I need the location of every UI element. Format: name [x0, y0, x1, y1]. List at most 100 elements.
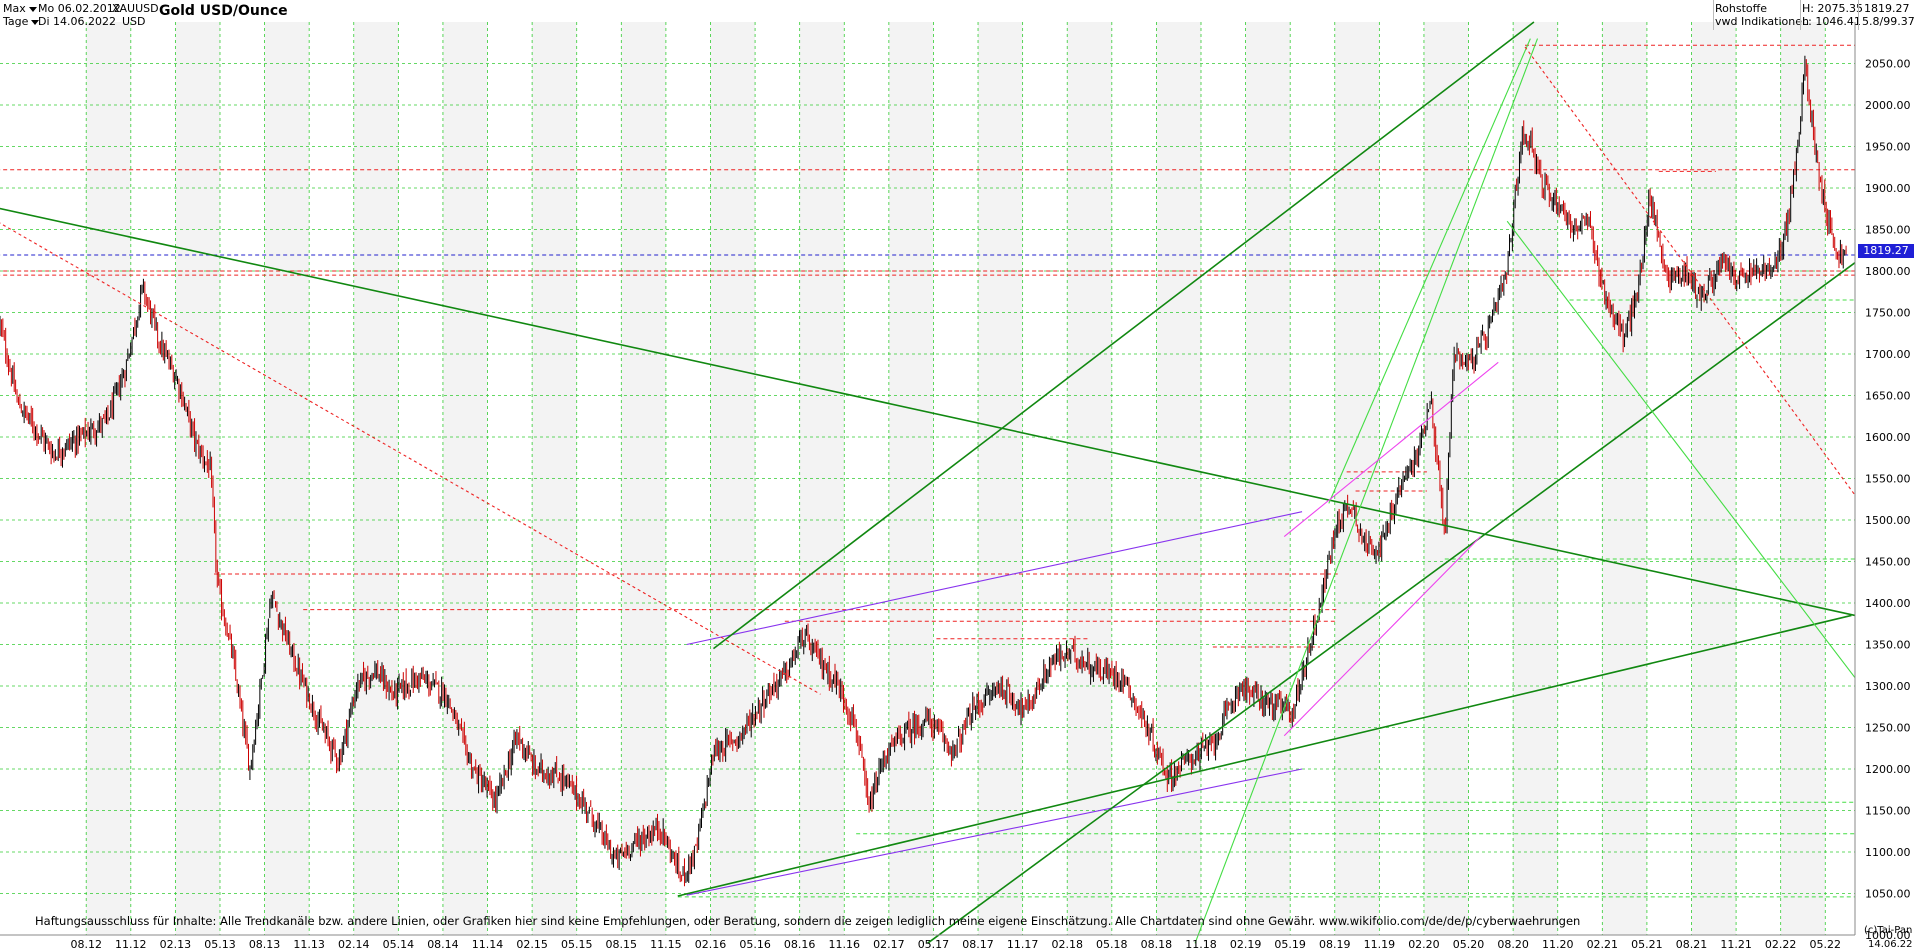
x-tick-label: 11.13 [293, 938, 325, 951]
x-tick-label: 05.14 [383, 938, 415, 951]
x-tick-label: 05.17 [918, 938, 950, 951]
x-tick-label: 11.14 [472, 938, 504, 951]
trend-line [0, 207, 1856, 617]
trend-line [927, 262, 1856, 944]
y-tick-label: 1950.00 [1865, 141, 1911, 154]
copyright-label: (c)Tai-Pan [1864, 925, 1913, 936]
trend-line [1283, 536, 1481, 737]
y-tick-label: 2050.00 [1865, 58, 1911, 71]
y-tick-label: 1800.00 [1865, 265, 1911, 278]
chart-grid [0, 22, 1855, 936]
x-tick-label: 11.16 [829, 938, 861, 951]
x-tick-label: 08.18 [1141, 938, 1173, 951]
y-tick-label: 2000.00 [1865, 99, 1911, 112]
category-label: Rohstoffe [1715, 2, 1767, 15]
date-to: Di 14.06.2022 [38, 15, 117, 28]
x-tick-label: 08.17 [962, 938, 994, 951]
trend-line [686, 511, 1303, 646]
y-tick-label: 1650.00 [1865, 390, 1911, 403]
x-tick-label: 08.16 [784, 938, 816, 951]
date-from: Mo 06.02.2012 [38, 2, 121, 15]
y-tick-label: 1750.00 [1865, 307, 1911, 320]
x-tick-label: 11.21 [1720, 938, 1752, 951]
x-tick-label: 08.13 [249, 938, 281, 951]
source-label: vwd Indikationen [1715, 15, 1809, 28]
x-tick-label: 02.13 [160, 938, 192, 951]
x-tick-label: 05.16 [739, 938, 771, 951]
chevron-down-icon [28, 6, 37, 12]
y-tick-label: 1700.00 [1865, 348, 1911, 361]
x-tick-label: 05.22 [1810, 938, 1842, 951]
trend-line [0, 222, 821, 695]
trend-line [1506, 220, 1856, 679]
interval-selector[interactable]: Tage [3, 15, 40, 28]
interval-label: Tage [3, 15, 29, 28]
chart-title: Gold USD/Ounce [159, 3, 288, 19]
trend-line [1283, 361, 1499, 538]
y-tick-label: 1250.00 [1865, 722, 1911, 735]
x-tick-label: 11.17 [1007, 938, 1039, 951]
header-separator [1858, 0, 1859, 30]
x-tick-label: 08.19 [1319, 938, 1351, 951]
trend-line [1194, 38, 1539, 944]
x-tick-label: 02.19 [1230, 938, 1262, 951]
x-tick-label: 11.12 [115, 938, 147, 951]
trend-lines [0, 21, 1856, 944]
trend-line [1328, 38, 1531, 504]
x-tick-label: 11.19 [1364, 938, 1396, 951]
x-tick-label: 02.21 [1587, 938, 1619, 951]
trend-line [677, 614, 1852, 897]
y-tick-label: 1100.00 [1865, 846, 1911, 859]
x-tick-label: 05.20 [1453, 938, 1485, 951]
x-tick-label: 02.16 [695, 938, 727, 951]
y-tick-label: 1600.00 [1865, 431, 1911, 444]
header-separator [1800, 0, 1801, 30]
x-tick-label: 02.14 [338, 938, 370, 951]
high-label: H: 2075.35 [1802, 2, 1863, 15]
x-tick-label: 02.17 [873, 938, 905, 951]
x-tick-label: 02.18 [1051, 938, 1083, 951]
y-tick-label: 1450.00 [1865, 556, 1911, 569]
disclaimer-text: Haftungsausschluss für Inhalte: Alle Tre… [35, 914, 1581, 928]
range-selector[interactable]: Max [3, 2, 37, 15]
x-tick-label: 08.21 [1676, 938, 1708, 951]
y-tick-label: 1850.00 [1865, 224, 1911, 237]
symbol-label: XAUUSD [112, 2, 159, 15]
y-tick-label: 1000.00 [1865, 929, 1911, 942]
currency-label: USD [122, 15, 146, 28]
y-tick-label: 1900.00 [1865, 182, 1911, 195]
y-tick-label: 1550.00 [1865, 473, 1911, 486]
x-tick-label: 02.15 [516, 938, 548, 951]
x-tick-label: 08.15 [606, 938, 638, 951]
price-candles [0, 55, 1847, 887]
y-tick-label: 1150.00 [1865, 805, 1911, 818]
x-tick-label: 05.15 [561, 938, 593, 951]
trend-line [686, 768, 1303, 896]
x-tick-label: 05.19 [1274, 938, 1306, 951]
range-label: Max [3, 2, 26, 15]
y-tick-label: 1500.00 [1865, 514, 1911, 527]
x-tick-label: 11.15 [650, 938, 682, 951]
axes: 08.12 11.12 02.13 05.13 08.13 11.13 02.14 05.14… [0, 22, 1911, 951]
horizontal-levels [0, 44, 1855, 898]
chevron-down-icon [31, 19, 40, 25]
x-tick-label: 02.20 [1408, 938, 1440, 951]
y-tick-label: 1400.00 [1865, 597, 1911, 610]
x-tick-label: 05.21 [1631, 938, 1663, 951]
x-tick-label: 11.18 [1185, 938, 1217, 951]
x-tick-label: 08.12 [70, 938, 102, 951]
low-label: L: 1046.41 [1802, 15, 1861, 28]
x-tick-label: 02.22 [1765, 938, 1797, 951]
x-tick-label: 05.13 [204, 938, 236, 951]
x-tick-label: 08.14 [427, 938, 459, 951]
y-tick-label: 1200.00 [1865, 763, 1911, 776]
header-separator [1713, 0, 1714, 30]
end-date-label: 14.06.22 [1868, 939, 1913, 950]
current-price-tag: 1819.27 [1858, 244, 1914, 258]
y-tick-label: 1050.00 [1865, 888, 1911, 901]
trend-line [712, 21, 1535, 650]
trend-line [1524, 46, 1856, 496]
y-tick-label: 1350.00 [1865, 639, 1911, 652]
x-tick-label: 11.20 [1542, 938, 1574, 951]
